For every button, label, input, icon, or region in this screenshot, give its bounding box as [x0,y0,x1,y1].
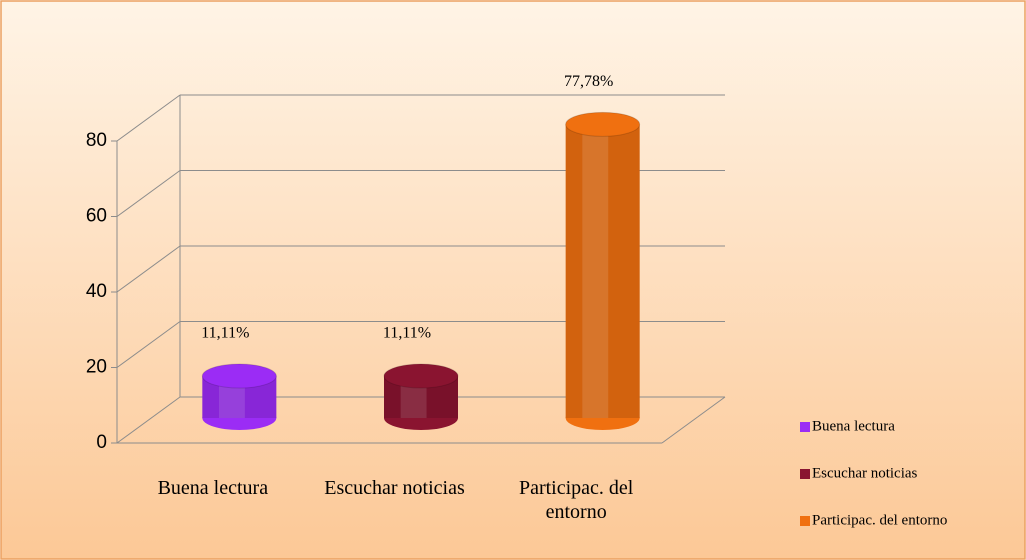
y-tick-label: 80 [86,130,107,151]
bar-top [201,363,277,389]
bar-top [565,111,641,137]
x-tick-label: Buena lectura [157,477,269,499]
y-tick-label: 0 [96,432,107,453]
grid-line [116,94,181,142]
value-label: 11,11% [383,325,431,342]
value-label: 11,11% [201,325,249,342]
y-tick-label: 40 [86,281,107,302]
bar-top [383,363,459,389]
value-label: 77,78% [564,73,613,90]
grid-line [116,245,181,293]
legend-swatch [800,422,810,432]
grid-line [116,321,181,368]
bar-shade [565,124,640,419]
legend-swatch [800,469,810,479]
grid-line [116,170,181,217]
x-tick-label: Participac. del entorno [518,477,634,523]
floor-right [661,396,726,444]
y-tick-label: 20 [86,357,107,378]
y-tick-label: 60 [86,206,107,227]
legend-label: Escuchar noticias [812,465,918,481]
legend-swatch [800,516,810,526]
grid-line [116,396,181,444]
legend-label: Participac. del entorno [812,512,947,528]
x-tick-label: Escuchar noticias [324,477,465,499]
bar-body [565,124,640,419]
bar-highlight [582,124,609,419]
legend-label: Buena lectura [812,418,895,434]
